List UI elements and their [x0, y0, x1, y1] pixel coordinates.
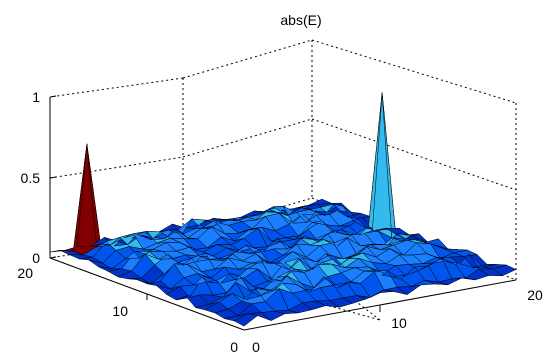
grid-line: [49, 77, 184, 98]
chart-title: abs(E): [280, 12, 321, 28]
grid-line: [182, 39, 313, 79]
grid-line: [311, 118, 517, 191]
surface-mesh: [49, 92, 517, 327]
z-tick-label: 0.5: [21, 170, 41, 186]
y-tick-label: 20: [17, 265, 33, 281]
surface-face: [492, 264, 517, 277]
z-tick: [49, 176, 57, 179]
x-tick-label: 0: [252, 339, 260, 355]
z-tick-label: 0: [32, 250, 40, 266]
y-tick-label: 0: [230, 339, 238, 355]
x-tick-label: 10: [391, 315, 407, 331]
y-tick-label: 10: [112, 303, 128, 319]
z-tick: [49, 256, 57, 259]
z-tick-label: 1: [32, 89, 40, 105]
grid-line: [182, 118, 313, 158]
x-tick-label: 20: [527, 287, 543, 303]
grid-line: [311, 39, 517, 104]
axis-lines: [49, 95, 517, 331]
z-tick: [49, 95, 57, 98]
grid-line: [49, 156, 184, 179]
